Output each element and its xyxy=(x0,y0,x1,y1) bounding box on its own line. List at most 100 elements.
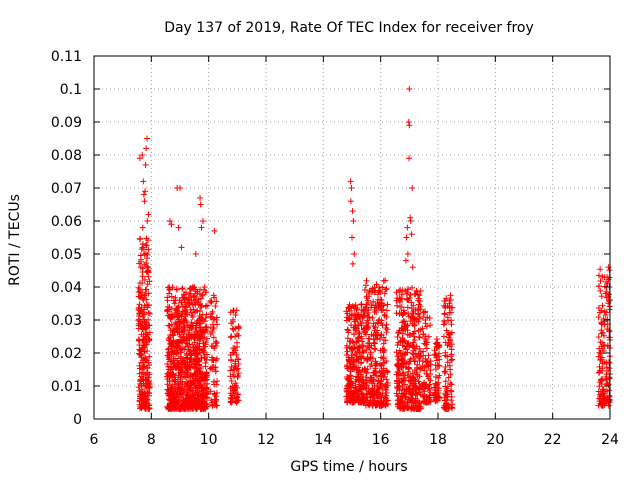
roti-point xyxy=(173,286,180,293)
roti-point xyxy=(140,246,147,253)
roti-point xyxy=(165,322,172,329)
x-tick-label: 22 xyxy=(544,432,562,448)
roti-point xyxy=(350,218,357,224)
roti-point xyxy=(380,340,387,347)
roti-point xyxy=(191,364,198,371)
roti-point xyxy=(177,405,184,412)
roti-point xyxy=(179,359,186,366)
roti-point xyxy=(142,286,149,293)
roti-point xyxy=(197,404,204,411)
roti-point xyxy=(177,394,184,401)
roti-point xyxy=(606,267,613,274)
roti-point xyxy=(143,296,150,303)
roti-point xyxy=(173,325,180,332)
roti-point xyxy=(136,310,143,317)
x-tick-label: 6 xyxy=(90,432,99,448)
roti-point xyxy=(164,381,171,388)
roti-point xyxy=(139,240,146,247)
roti-point xyxy=(362,282,369,289)
roti-point xyxy=(164,308,171,315)
roti-point xyxy=(177,345,184,352)
roti-point xyxy=(144,376,151,383)
roti-point xyxy=(190,322,197,329)
roti-point xyxy=(185,373,192,380)
roti-point xyxy=(144,365,151,372)
roti-point xyxy=(231,345,238,352)
roti-point xyxy=(185,330,192,337)
roti-point xyxy=(144,135,151,142)
x-tick-label: 14 xyxy=(314,432,332,448)
roti-point xyxy=(184,322,191,329)
roti-point xyxy=(228,320,235,327)
roti-point xyxy=(228,333,235,340)
roti-point xyxy=(139,279,146,286)
roti-point xyxy=(183,311,190,318)
roti-point xyxy=(383,321,390,328)
roti-point xyxy=(190,306,197,313)
roti-point xyxy=(204,328,211,335)
roti-point xyxy=(595,283,602,290)
y-tick-label: 0.05 xyxy=(51,247,82,263)
roti-point xyxy=(191,339,198,346)
roti-point xyxy=(382,337,389,344)
roti-point xyxy=(143,235,150,242)
roti-point xyxy=(168,384,175,391)
roti-point xyxy=(146,353,153,360)
roti-point xyxy=(209,308,216,315)
roti-point xyxy=(185,346,192,353)
roti-point xyxy=(193,328,200,335)
roti-point xyxy=(139,295,146,302)
roti-point xyxy=(199,330,206,337)
roti-point xyxy=(235,370,242,377)
roti-point xyxy=(170,297,177,304)
roti-point xyxy=(595,272,602,279)
roti-point xyxy=(137,252,144,259)
roti-point xyxy=(172,376,179,383)
roti-point xyxy=(211,227,218,234)
roti-point xyxy=(212,396,219,403)
roti-point xyxy=(449,356,456,363)
roti-point xyxy=(185,366,192,373)
roti-point xyxy=(186,299,193,306)
roti-point xyxy=(172,385,179,392)
y-tick-label: 0.09 xyxy=(51,115,82,131)
roti-point xyxy=(384,368,391,375)
roti-point xyxy=(137,351,144,358)
roti-point xyxy=(204,351,211,358)
roti-point xyxy=(203,302,210,309)
roti-point xyxy=(190,293,197,300)
roti-point xyxy=(363,277,370,284)
roti-point xyxy=(405,119,412,125)
roti-point xyxy=(448,317,455,324)
roti-point xyxy=(139,337,146,344)
roti-point xyxy=(175,328,182,335)
roti-point xyxy=(186,358,193,365)
roti-point xyxy=(165,290,172,297)
roti-point xyxy=(213,355,220,362)
roti-point xyxy=(192,371,199,378)
roti-point xyxy=(194,333,201,340)
roti-point xyxy=(189,326,196,333)
roti-point xyxy=(146,405,153,412)
axes: 6 8 10 12 14 16 18 20 22 24 0 0.01 0.02 0.03 0.04 0.05 0… xyxy=(51,49,619,448)
roti-point xyxy=(207,330,214,337)
y-tick-label: 0.1 xyxy=(60,82,82,98)
roti-point xyxy=(187,290,194,297)
roti-point xyxy=(137,405,144,412)
roti-point xyxy=(402,257,409,264)
x-tick-label: 20 xyxy=(486,432,504,448)
roti-point xyxy=(140,178,147,185)
roti-point xyxy=(199,346,206,353)
roti-point xyxy=(188,350,195,357)
roti-point xyxy=(141,291,148,298)
roti-point xyxy=(169,377,176,384)
roti-point xyxy=(347,178,354,185)
roti-point xyxy=(210,378,217,385)
roti-point xyxy=(145,335,152,342)
y-axis-label: ROTI / TECUs xyxy=(7,194,23,286)
roti-point xyxy=(143,145,150,152)
roti-point xyxy=(168,221,175,228)
roti-point xyxy=(344,326,351,333)
roti-point xyxy=(183,380,190,387)
x-tick-label: 10 xyxy=(200,432,218,448)
